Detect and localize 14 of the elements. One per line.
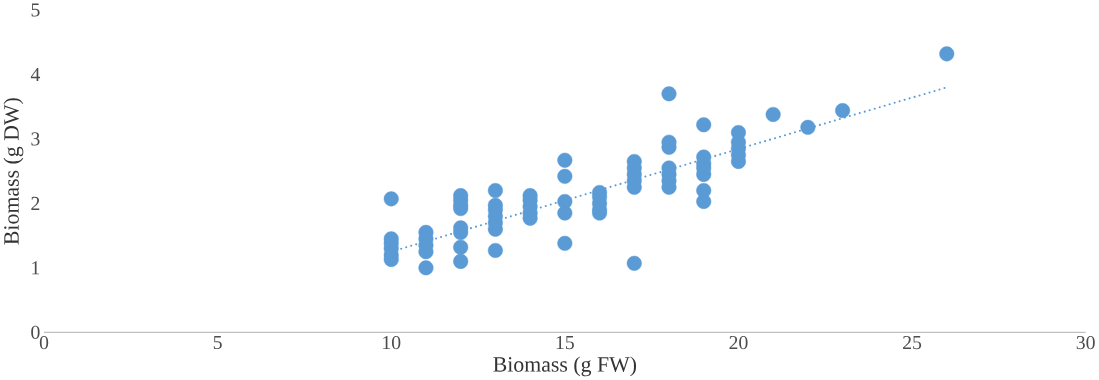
y-axis-title: Biomass (g DW) <box>3 98 24 245</box>
y-tick-label: 2 <box>31 196 40 211</box>
y-tick-label: 1 <box>32 261 40 275</box>
y-tick-label: 3 <box>31 132 40 146</box>
y-tick-label: 0 <box>31 325 40 340</box>
x-tick-label: 15 <box>556 336 574 350</box>
x-tick-label: 5 <box>213 336 222 350</box>
x-tick-label: 25 <box>903 336 922 350</box>
x-tick-label: 30 <box>1076 336 1095 350</box>
y-tick-label: 5 <box>31 3 40 17</box>
x-tick-label: 20 <box>729 336 748 350</box>
x-axis-title: Biomass (g FW) <box>493 356 637 377</box>
x-tick-label: 10 <box>383 336 401 350</box>
y-tick-label: 4 <box>30 68 41 82</box>
